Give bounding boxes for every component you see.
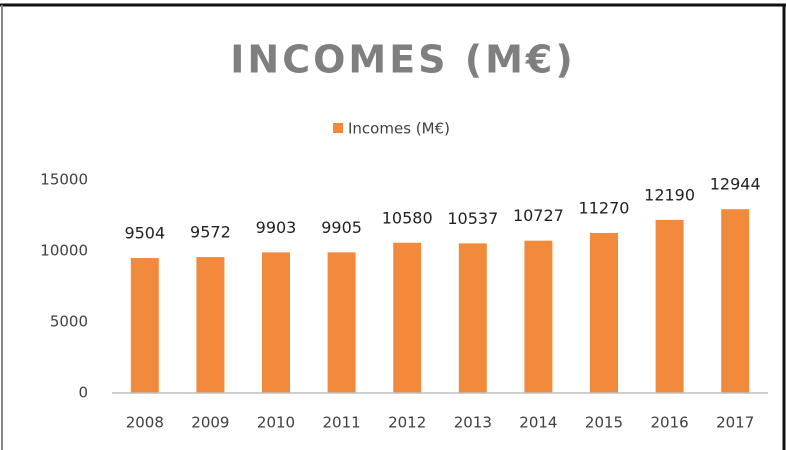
data-label: 9905	[321, 218, 362, 237]
data-label: 10580	[382, 208, 433, 227]
x-tick-label: 2009	[191, 414, 229, 432]
legend-swatch	[333, 123, 343, 133]
x-tick-label: 2010	[257, 414, 295, 432]
bar	[590, 232, 618, 393]
data-label: 9572	[190, 223, 231, 242]
data-label: 12944	[710, 175, 761, 194]
x-tick-label: 2014	[519, 414, 557, 432]
y-tick-label: 10000	[40, 242, 88, 260]
x-tick-label: 2016	[651, 414, 689, 432]
data-label: 10537	[447, 209, 498, 228]
x-tick-label: 2008	[126, 414, 164, 432]
legend-label: Incomes (M€)	[348, 120, 450, 138]
bar	[721, 209, 750, 393]
y-tick-label: 15000	[40, 171, 88, 189]
data-label: 11270	[579, 198, 630, 217]
x-tick-label: 2017	[716, 414, 754, 432]
bar	[327, 252, 356, 393]
bar	[130, 258, 159, 393]
y-tick-label: 5000	[50, 313, 88, 331]
bar	[655, 219, 684, 393]
x-tick-label: 2012	[388, 414, 426, 432]
bar	[196, 257, 225, 393]
data-label: 10727	[513, 206, 564, 225]
x-tick-label: 2015	[585, 414, 623, 432]
data-label: 9504	[124, 224, 165, 243]
data-label: 9903	[256, 218, 297, 237]
bar	[524, 240, 553, 393]
bar	[393, 242, 422, 393]
bar	[458, 243, 487, 393]
x-tick-label: 2011	[323, 414, 361, 432]
x-tick-label: 2013	[454, 414, 492, 432]
bar	[262, 252, 290, 393]
chart-title: INCOMES (M€)	[230, 38, 576, 82]
y-tick-label: 0	[78, 384, 88, 402]
data-label: 12190	[644, 185, 695, 204]
